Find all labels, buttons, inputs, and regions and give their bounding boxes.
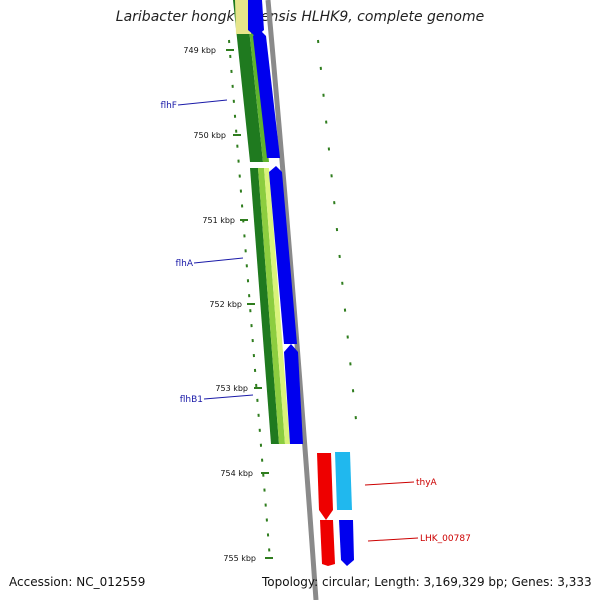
kbp-label: 753 kbp [215, 384, 248, 393]
cds-arrow [248, 0, 264, 37]
thyA-cds [317, 453, 333, 520]
gc-skew-band [235, 0, 251, 34]
kbp-label: 752 kbp [209, 300, 242, 309]
flhB1-cds [284, 344, 303, 444]
gc-skew-band [250, 168, 279, 444]
cds-arrow [339, 520, 354, 566]
gc-skew-band [264, 168, 290, 444]
gene-leader-line [193, 257, 244, 264]
kbp-label: 751 kbp [202, 216, 235, 225]
gene-leader-line [177, 99, 228, 106]
flhF-cds [253, 30, 280, 158]
kbp-scale: 749 kbp 750 kbp 751 kbp 752 kbp 753 kbp … [183, 46, 273, 563]
accession-text: Accession: NC_012559 [9, 575, 146, 589]
outer-gc-track [317, 39, 359, 441]
gene-leader-line [203, 394, 254, 400]
gene-label-flhF: flhF [160, 101, 177, 111]
genome-title: Laribacter hongkongensis HLHK9, complete… [115, 9, 485, 25]
kbp-label: 754 kbp [220, 469, 253, 478]
gene-label-flhB1: flhB1 [180, 395, 203, 405]
kbp-label: 750 kbp [193, 131, 226, 140]
kbp-label: 755 kbp [223, 554, 256, 563]
gene-label-LHK_00787: LHK_00787 [420, 534, 471, 544]
kbp-label: 749 kbp [183, 46, 216, 55]
gc-skew-band [258, 168, 285, 444]
gene-label-thyA: thyA [416, 478, 438, 488]
LHK_00787-cds [320, 520, 335, 566]
gene-leader-line [367, 537, 419, 542]
topology-text: Topology: circular; Length: 3,169,329 bp… [262, 575, 592, 589]
gc-skew-band [233, 0, 263, 162]
genome-backbone [265, 0, 319, 600]
flhA-cds [269, 166, 297, 344]
gene-label-flhA: flhA [175, 259, 193, 269]
gene-leader-line [364, 481, 415, 486]
rna-feature [335, 452, 352, 510]
